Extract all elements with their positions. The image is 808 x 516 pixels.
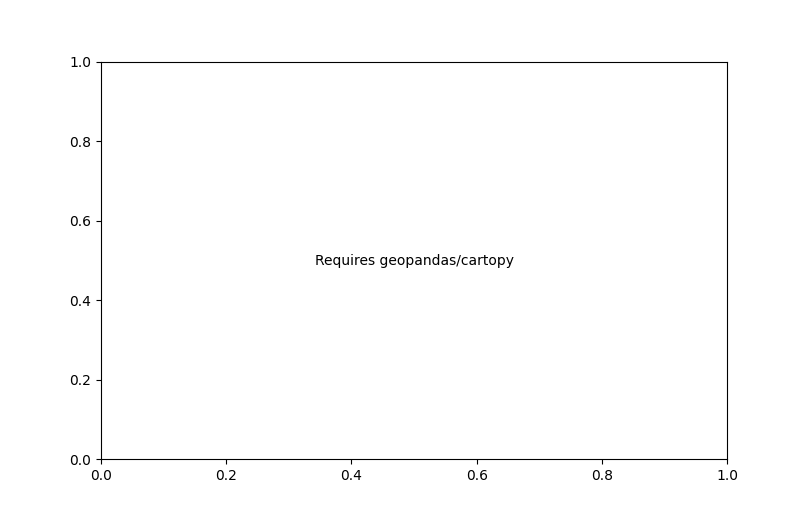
Text: Requires geopandas/cartopy: Requires geopandas/cartopy	[314, 253, 514, 268]
